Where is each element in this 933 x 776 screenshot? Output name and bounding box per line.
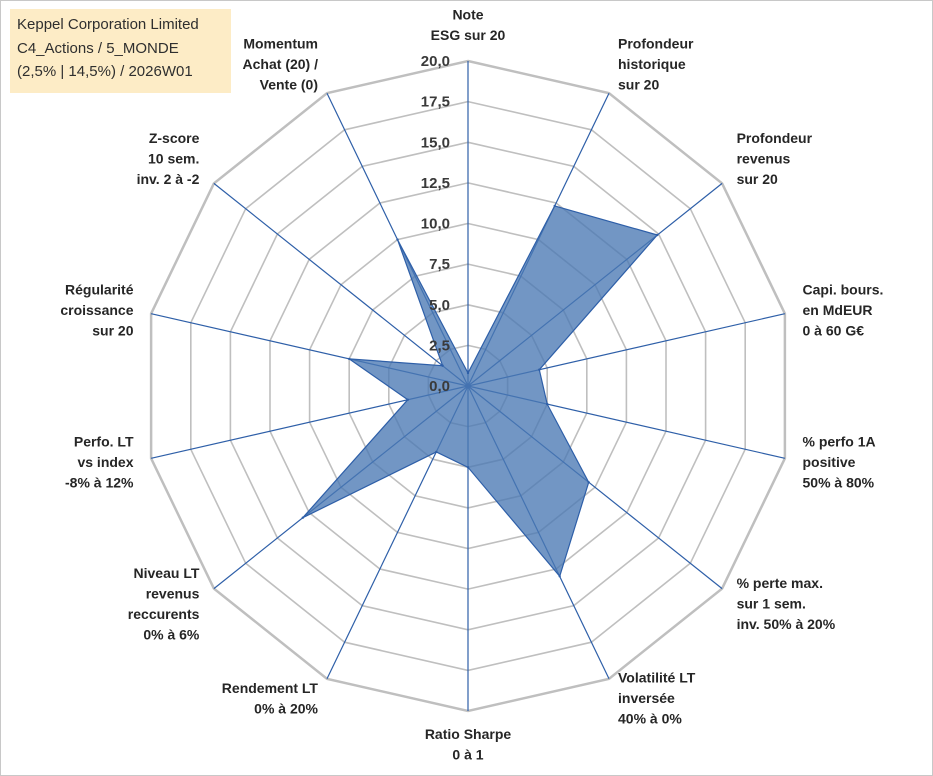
axis-label-line: revenus [146, 585, 200, 601]
axis-label-10: Perfo. LT vs index -8% à 12% [65, 433, 134, 490]
series-point-3 [538, 368, 541, 371]
axis-label-line: historique [618, 56, 686, 72]
tick-label: 12,5 [421, 175, 450, 192]
axis-label-13: Momentum Achat (20) / Vente (0) [243, 35, 319, 92]
axis-label-line: Niveau LT [134, 565, 200, 581]
axis-label-0: Note ESG sur 20 [431, 7, 506, 44]
axis-label-7: Ratio Sharpe 0 à 1 [425, 726, 512, 763]
axis-label-line: Rendement LT [222, 680, 319, 696]
series-point-6 [558, 575, 561, 578]
axis-labels: Note ESG sur 20 Profondeur historique sur 20… [60, 7, 883, 763]
axis-label-line: positive [803, 454, 856, 470]
series-point-2 [656, 233, 659, 237]
tick-labels: 0,0 2,5 5,0 7,5 10,0 12,5 15,0 17,5 20,0 [421, 53, 450, 395]
axis-label-line: Momentum [243, 35, 318, 51]
axis-label-line: Z-score [149, 130, 200, 146]
tick-label: 20,0 [421, 53, 450, 70]
axis-label-4: % perfo 1A positive 50% à 80% [803, 433, 876, 490]
axis-label-line: Achat (20) / [243, 56, 319, 72]
axis-label-line: ESG sur 20 [431, 27, 506, 43]
series-point-13 [396, 238, 399, 241]
axis-label-line: % perfo 1A [803, 433, 876, 449]
axis-label-line: sur 20 [92, 323, 133, 339]
axis-label-line: 0% à 6% [143, 626, 200, 642]
axis-label-9: Niveau LT revenus reccurents 0% à 6% [128, 565, 200, 643]
data-series [301, 204, 659, 578]
chart-title-line-period: (2,5% | 14,5%) / 2026W01 [17, 63, 193, 80]
axis-label-line: Régularité [65, 282, 134, 298]
axis-label-line: reccurents [128, 606, 200, 622]
chart-title-line-portfolio: C4_Actions / 5_MONDE [17, 39, 179, 57]
tick-label: 7,5 [429, 256, 450, 273]
axis-label-line: -8% à 12% [65, 474, 134, 490]
axis-label-6: Volatilité LT inversée 40% à 0% [618, 670, 696, 727]
tick-label: 2,5 [429, 337, 450, 354]
tick-label: 0,0 [429, 378, 450, 395]
axis-label-12: Z-score 10 sem. inv. 2 à -2 [137, 130, 200, 187]
axis-label-line: Vente (0) [260, 76, 318, 92]
tick-label: 10,0 [421, 216, 450, 233]
axis-label-line: Perfo. LT [74, 433, 134, 449]
axis-label-2: Profondeur revenus sur 20 [737, 130, 813, 187]
axis-label-8: Rendement LT 0% à 20% [222, 680, 319, 717]
chart-title-line-company: Keppel Corporation Limited [17, 16, 199, 33]
axis-label-5: % perte max. sur 1 sem. inv. 50% à 20% [737, 575, 836, 632]
axis-spoke-12 [213, 182, 469, 387]
axis-label-line: sur 1 sem. [737, 596, 806, 612]
series-point-12 [441, 364, 444, 367]
series-point-4 [546, 402, 549, 406]
series-point-7 [466, 466, 470, 469]
axis-label-line: Volatilité LT [618, 670, 696, 686]
tick-label: 17,5 [421, 94, 450, 111]
tick-label: 15,0 [421, 134, 450, 151]
axis-label-line: sur 20 [618, 76, 659, 92]
series-point-9 [301, 516, 304, 519]
axis-label-line: 40% à 0% [618, 711, 682, 727]
axis-label-line: revenus [737, 150, 791, 166]
axis-label-11: Régularité croissance sur 20 [60, 282, 133, 339]
axis-label-line: Profondeur [618, 35, 694, 51]
axis-label-line: 0 à 1 [452, 747, 483, 763]
axis-label-line: 50% à 80% [803, 474, 875, 490]
axis-label-line: 0 à 60 G€ [803, 323, 865, 339]
axis-label-3: Capi. bours. en MdEUR 0 à 60 G€ [803, 282, 884, 339]
axis-label-line: en MdEUR [803, 302, 873, 318]
series-point-10 [406, 398, 409, 401]
axis-label-line: Capi. bours. [803, 282, 884, 298]
axis-label-line: inv. 2 à -2 [137, 171, 200, 187]
axis-label-line: 0% à 20% [254, 701, 318, 717]
series-point-1 [553, 204, 556, 208]
axis-label-line: Note [452, 7, 483, 23]
axis-label-line: Ratio Sharpe [425, 726, 512, 742]
series-point-8 [435, 450, 438, 454]
tick-label: 5,0 [429, 297, 450, 314]
axis-label-line: vs index [77, 454, 133, 470]
axis-label-1: Profondeur historique sur 20 [618, 35, 694, 92]
axis-label-line: sur 20 [737, 171, 778, 187]
series-area [302, 205, 659, 578]
series-point-11 [348, 357, 351, 361]
axis-label-line: inversée [618, 690, 675, 706]
series-point-0 [466, 371, 470, 375]
series-point-5 [587, 481, 590, 484]
axis-label-line: 10 sem. [148, 150, 199, 166]
chart-title-box: Keppel Corporation Limited C4_Actions / … [10, 9, 231, 93]
axis-label-line: Profondeur [737, 130, 813, 146]
axis-label-line: croissance [60, 302, 133, 318]
axis-label-line: inv. 50% à 20% [737, 616, 836, 632]
axis-label-line: % perte max. [737, 575, 823, 591]
